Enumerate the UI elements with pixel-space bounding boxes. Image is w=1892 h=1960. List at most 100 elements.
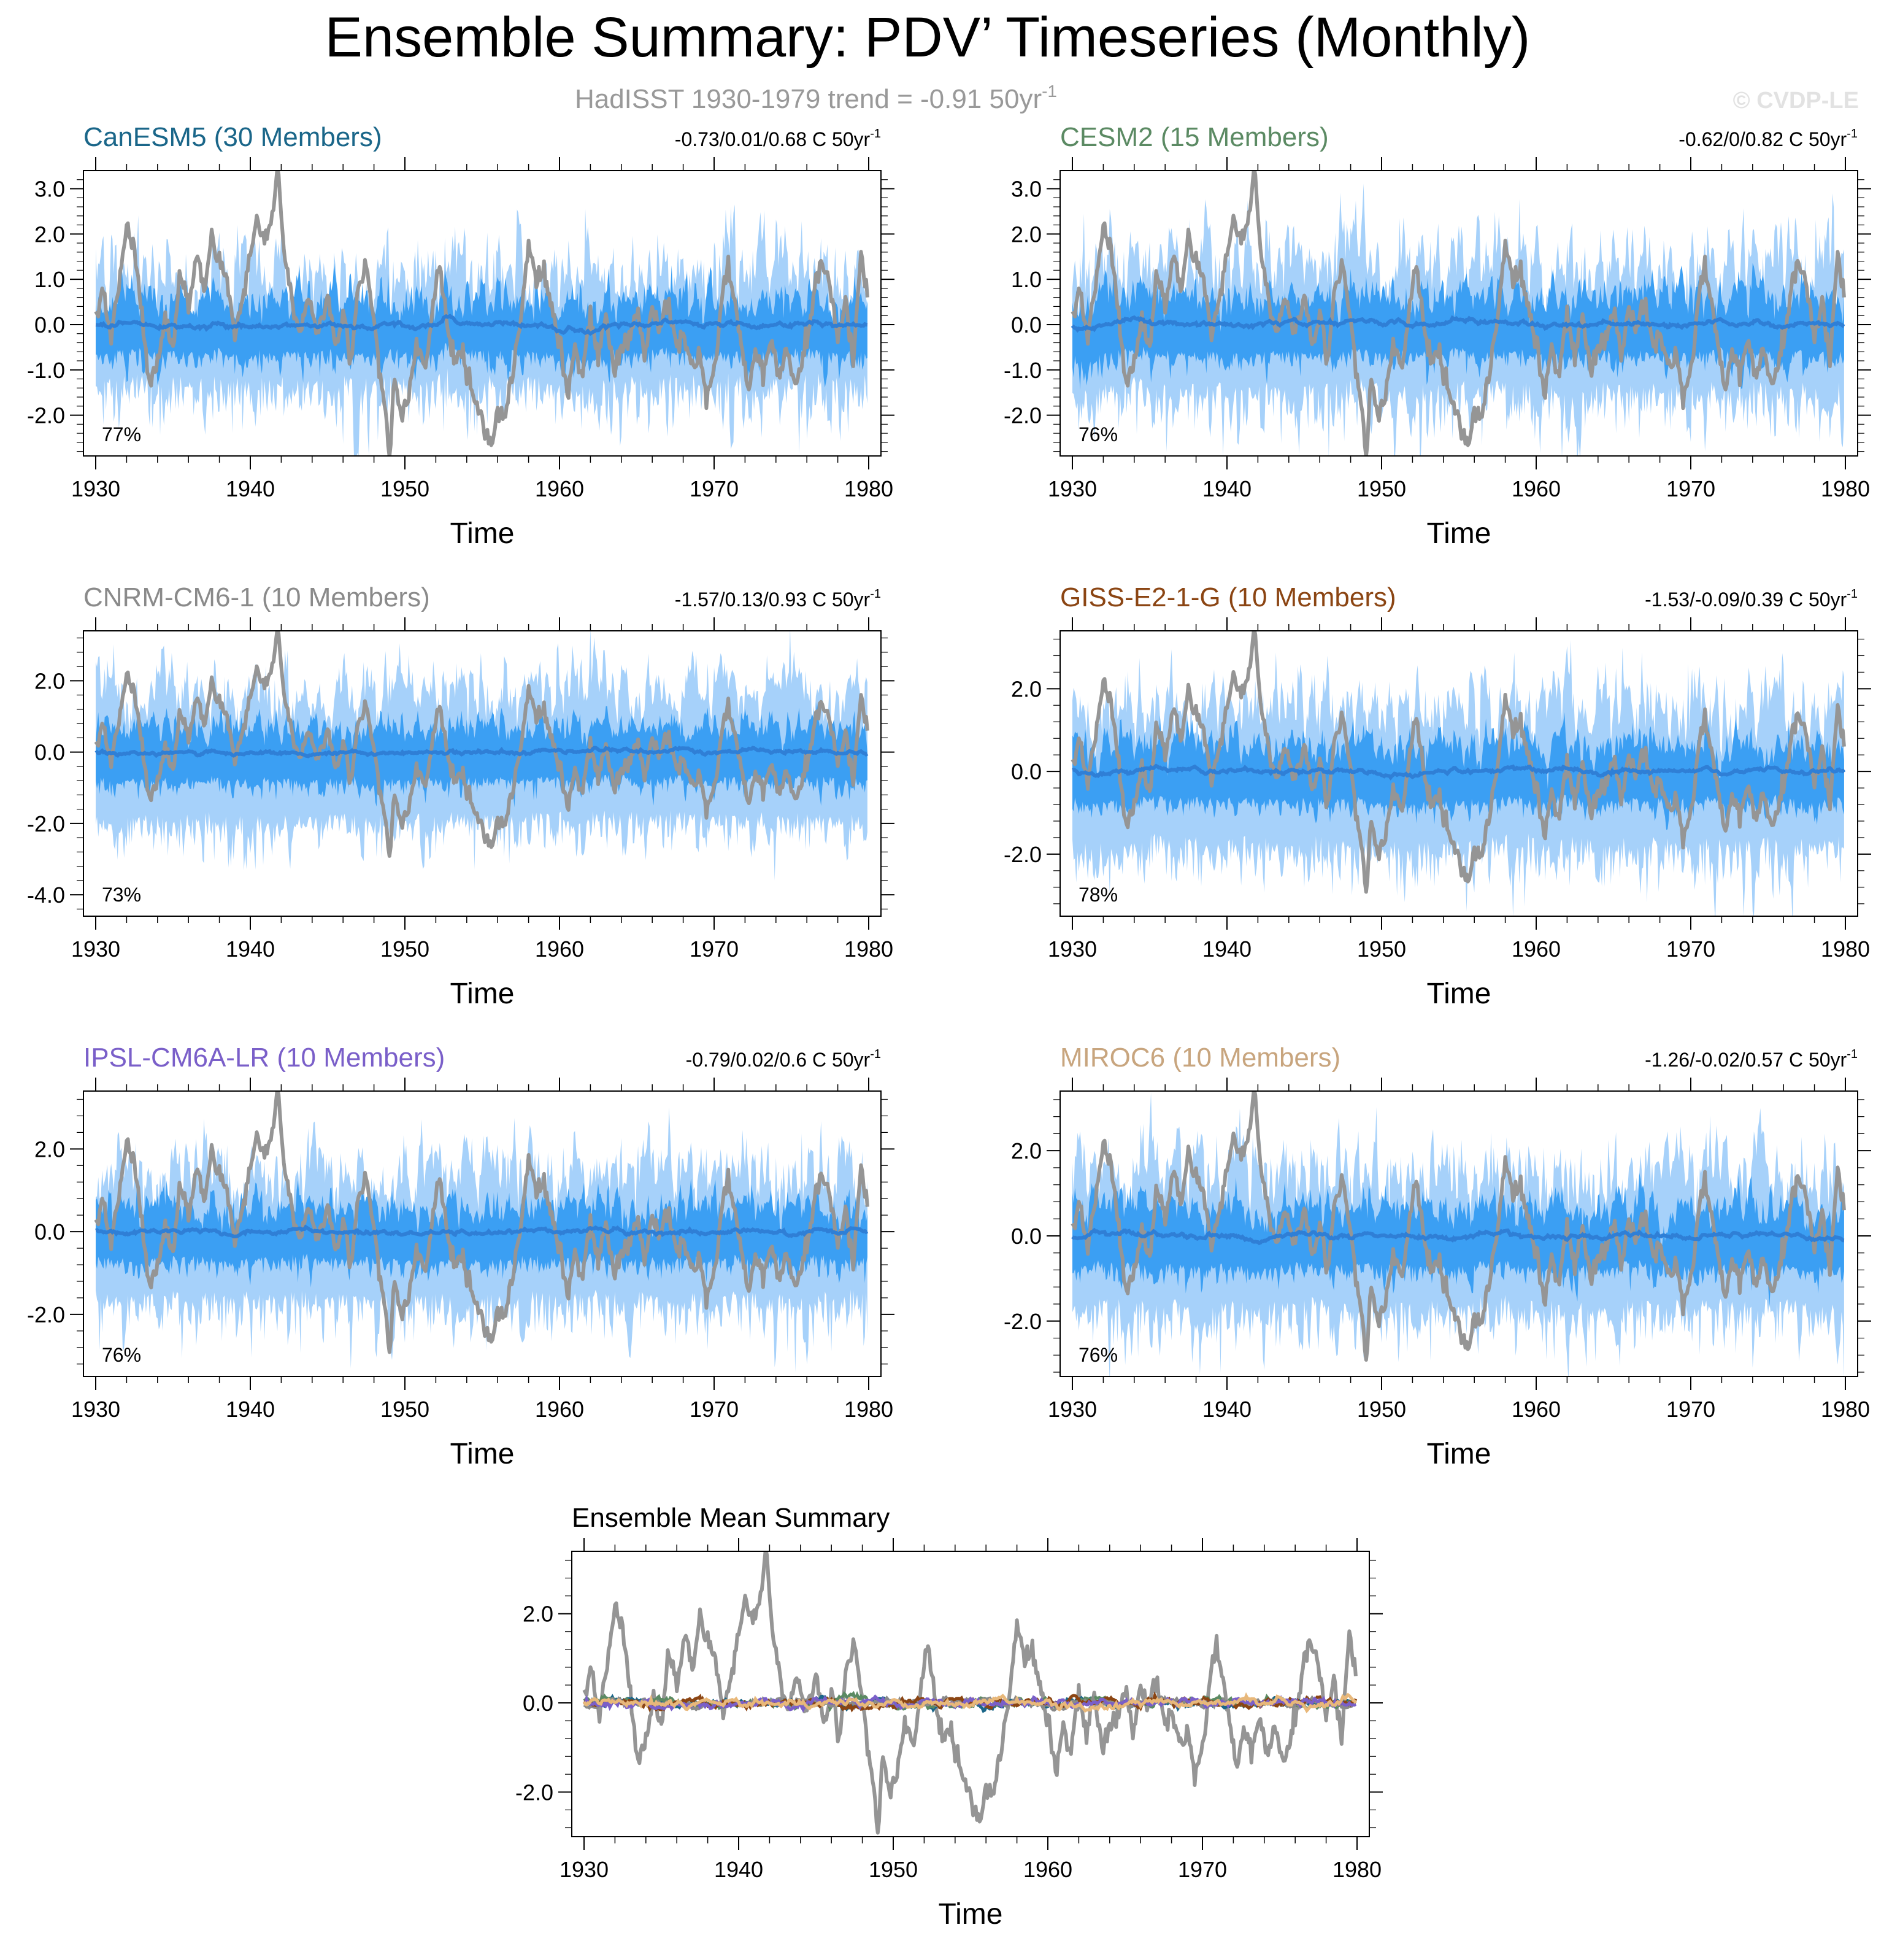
x-tick-label: 1970 (1666, 936, 1715, 962)
x-tick-label: 1980 (1821, 476, 1870, 501)
y-tick-label: -2.0 (1004, 842, 1042, 867)
x-axis-label: Time (939, 1898, 1003, 1931)
panel-cnrm-cm6-1: 1930 1940 1950 1960 1970 1980 2.0 0.0 -2.0 -4.0 Ti… (27, 582, 894, 1010)
x-tick-label: 1950 (1357, 476, 1406, 501)
x-tick-label: 1960 (535, 476, 584, 501)
percent-label: 78% (1079, 884, 1118, 906)
x-tick-label: 1950 (380, 936, 429, 962)
y-tick-label: 2.0 (1011, 222, 1042, 247)
x-tick-label: 1970 (1178, 1857, 1227, 1882)
y-tick-label: 0.0 (1011, 312, 1042, 338)
x-tick-label: 1950 (869, 1857, 918, 1882)
series-ensemble-inner-band (1072, 263, 1844, 390)
x-tick-label: 1930 (1048, 1397, 1097, 1422)
plot-frame (83, 1090, 882, 1377)
panel-title: CanESM5 (30 Members) (83, 122, 382, 152)
panel-title: CNRM-CM6-1 (10 Members) (83, 582, 430, 612)
series-ensemble-inner-band (96, 702, 867, 808)
plot-area (1071, 631, 1846, 916)
y-tick-label: 2.0 (1011, 676, 1042, 701)
percent-label: 77% (102, 423, 141, 446)
x-tick-label: 1960 (535, 1397, 584, 1422)
x-tick-label: 1970 (690, 1397, 739, 1422)
percent-label: 76% (102, 1344, 141, 1366)
y-tick-label: 0.0 (34, 740, 65, 765)
panel-cesm2: 1930 1940 1950 1960 1970 1980 3.0 2.0 1.0 0.0 -1.0… (1004, 122, 1871, 550)
panel-title: GISS-E2-1-G (10 Members) (1060, 582, 1396, 612)
panel-ensemble-mean-summary: 1930 1940 1950 1960 1970 1980 2.0 0.0 -2.0 Time En… (515, 1503, 1383, 1931)
watermark: © CVDP-LE (1733, 88, 1859, 114)
x-axis-label: Time (1427, 1438, 1491, 1470)
y-tick-label: 2.0 (523, 1602, 553, 1627)
x-tick-label: 1940 (226, 936, 275, 962)
y-tick-label: 0.0 (523, 1691, 553, 1716)
y-tick-label: 0.0 (34, 1219, 65, 1244)
x-tick-label: 1940 (1202, 936, 1252, 962)
y-tick-label: 2.0 (1011, 1138, 1042, 1163)
figure-subtitle: HadISST 1930-1979 trend = -0.91 50yr-1 (575, 82, 1057, 114)
plot-area (94, 1091, 869, 1373)
percent-label: 76% (1079, 423, 1118, 446)
y-tick-label: 0.0 (1011, 759, 1042, 784)
panel-title: MIROC6 (10 Members) (1060, 1043, 1340, 1073)
x-tick-label: 1930 (71, 1397, 120, 1422)
panel-canesm5: 1930 1940 1950 1960 1970 1980 3.0 2.0 1.0 0.0 -1.0… (27, 122, 894, 550)
x-tick-label: 1950 (1357, 936, 1406, 962)
plot-frame (1059, 1090, 1858, 1377)
series-observed-line (1071, 631, 1846, 894)
y-tick-label: 2.0 (34, 1136, 65, 1162)
series-observed-line (94, 631, 869, 858)
y-tick-label: 1.0 (1011, 267, 1042, 292)
plot-frame (83, 630, 882, 917)
x-tick-label: 1980 (1821, 936, 1870, 962)
x-tick-label: 1960 (535, 936, 584, 962)
x-tick-label: 1970 (1666, 476, 1715, 501)
percent-label: 76% (1079, 1344, 1118, 1366)
x-tick-label: 1960 (1512, 936, 1561, 962)
series-ensemble-inner-band (1072, 1173, 1844, 1308)
x-tick-label: 1970 (690, 476, 739, 501)
percent-label: 73% (102, 884, 141, 906)
trend-label: -0.79/0.02/0.6 C 50yr-1 (686, 1048, 881, 1071)
series-observed-line (94, 171, 869, 456)
x-tick-label: 1950 (380, 1397, 429, 1422)
x-tick-label: 1940 (1202, 476, 1252, 501)
series-observed-line (582, 1551, 1358, 1835)
series-observed-line (1071, 171, 1846, 456)
x-axis-label: Time (450, 1438, 515, 1470)
x-axis-label: Time (450, 978, 515, 1010)
panel-title: Ensemble Mean Summary (572, 1503, 890, 1533)
figure-title: Ensemble Summary: PDV’ Timeseries (Month… (325, 6, 1531, 69)
x-tick-label: 1930 (1048, 476, 1097, 501)
x-tick-label: 1980 (1332, 1857, 1382, 1882)
y-tick-label: 3.0 (34, 177, 65, 202)
x-tick-label: 1930 (1048, 936, 1097, 962)
x-tick-label: 1980 (1821, 1397, 1870, 1422)
panel-giss-e2-1-g: 1930 1940 1950 1960 1970 1980 2.0 0.0 -2.0 Time GI… (1004, 582, 1871, 1010)
x-tick-label: 1930 (560, 1857, 609, 1882)
y-tick-label: -1.0 (1004, 358, 1042, 383)
x-tick-label: 1930 (71, 476, 120, 501)
y-tick-label: -2.0 (27, 811, 65, 836)
panel-miroc6: 1930 1940 1950 1960 1970 1980 2.0 0.0 -2.0 Time MI… (1004, 1043, 1871, 1470)
trend-label: -0.73/0.01/0.68 C 50yr-1 (675, 127, 881, 150)
x-tick-label: 1940 (714, 1857, 763, 1882)
y-tick-label: -2.0 (1004, 403, 1042, 428)
x-tick-label: 1940 (226, 1397, 275, 1422)
x-tick-label: 1930 (71, 936, 120, 962)
x-tick-label: 1970 (690, 936, 739, 962)
series-ensemble-mean-line (1071, 315, 1845, 333)
trend-label: -0.62/0/0.82 C 50yr-1 (1679, 127, 1858, 150)
series-ensemble-mean-line (1071, 1227, 1845, 1246)
x-axis-label: Time (450, 517, 515, 550)
series-ensemble-mean-line (94, 746, 869, 758)
y-tick-label: 2.0 (34, 668, 65, 693)
series-ensemble-mean-line (95, 314, 868, 336)
plot-area (94, 171, 869, 456)
panel-title: IPSL-CM6A-LR (10 Members) (83, 1043, 445, 1073)
plot-frame (571, 1551, 1370, 1837)
trend-label: -1.53/-0.09/0.39 C 50yr-1 (1645, 587, 1858, 611)
y-tick-label: 0.0 (34, 312, 65, 338)
y-tick-label: -2.0 (515, 1780, 553, 1805)
